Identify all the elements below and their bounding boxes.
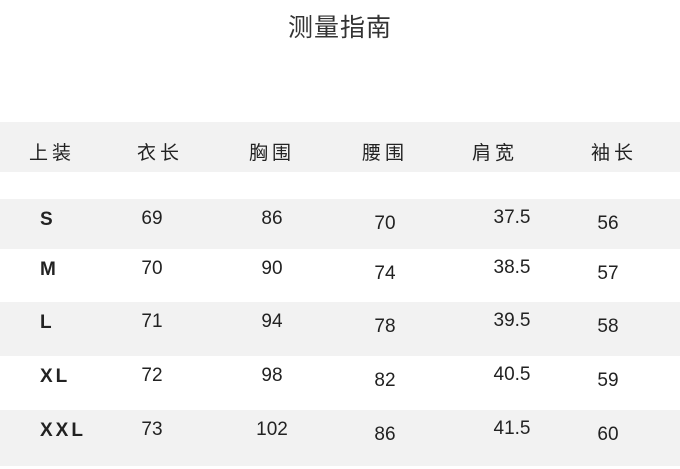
table-cell: 90 [261, 258, 283, 279]
column-header: 胸围 [248, 142, 296, 164]
table-cell: 56 [597, 213, 619, 234]
page-title: 测量指南 [287, 13, 392, 42]
size-label: XL [40, 366, 71, 387]
table-cell: 74 [374, 263, 396, 284]
table-cell: 82 [374, 370, 396, 391]
table-row: XXL 73 102 86 41.5 60 [0, 410, 680, 466]
table-cell: 70 [374, 213, 396, 234]
size-label: S [40, 209, 56, 230]
table-cell: 78 [374, 316, 396, 337]
size-label: L [40, 312, 55, 333]
column-header: 上装 [28, 142, 76, 164]
table-header: 上装 衣长 胸围 腰围 肩宽 袖长 [0, 122, 680, 172]
table-row: L 71 94 78 39.5 58 [0, 302, 680, 356]
table-row: S 69 86 70 37.5 56 [0, 199, 680, 249]
table-cell: 71 [141, 311, 163, 332]
table-cell: 86 [261, 208, 283, 229]
table-cell: 73 [141, 419, 163, 440]
table-cell: 57 [597, 263, 619, 284]
table-cell: 86 [374, 424, 396, 445]
table-cell: 41.5 [493, 418, 531, 439]
table-cell: 102 [256, 419, 288, 440]
table-cell: 38.5 [493, 257, 531, 278]
table-row: XL 72 98 82 40.5 59 [0, 356, 680, 410]
column-header: 腰围 [361, 142, 409, 164]
table-cell: 37.5 [493, 207, 531, 228]
table-cell: 58 [597, 316, 619, 337]
table-cell: 59 [597, 370, 619, 391]
table-cell: 40.5 [493, 364, 531, 385]
column-header: 袖长 [590, 142, 638, 164]
table-row: M 70 90 74 38.5 57 [0, 249, 680, 302]
size-label: M [40, 259, 59, 280]
table-cell: 70 [141, 258, 163, 279]
table-cell: 60 [597, 424, 619, 445]
column-header: 肩宽 [471, 142, 519, 164]
table-cell: 69 [141, 208, 163, 229]
table-cell: 94 [261, 311, 283, 332]
size-label: XXL [40, 420, 86, 441]
table-cell: 98 [261, 365, 283, 386]
table-cell: 72 [141, 365, 163, 386]
table-cell: 39.5 [493, 310, 531, 331]
column-header: 衣长 [136, 142, 184, 164]
